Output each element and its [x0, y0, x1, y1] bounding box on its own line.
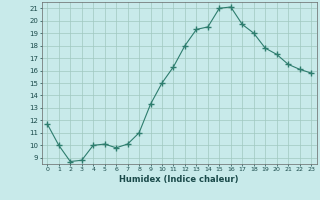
- X-axis label: Humidex (Indice chaleur): Humidex (Indice chaleur): [119, 175, 239, 184]
